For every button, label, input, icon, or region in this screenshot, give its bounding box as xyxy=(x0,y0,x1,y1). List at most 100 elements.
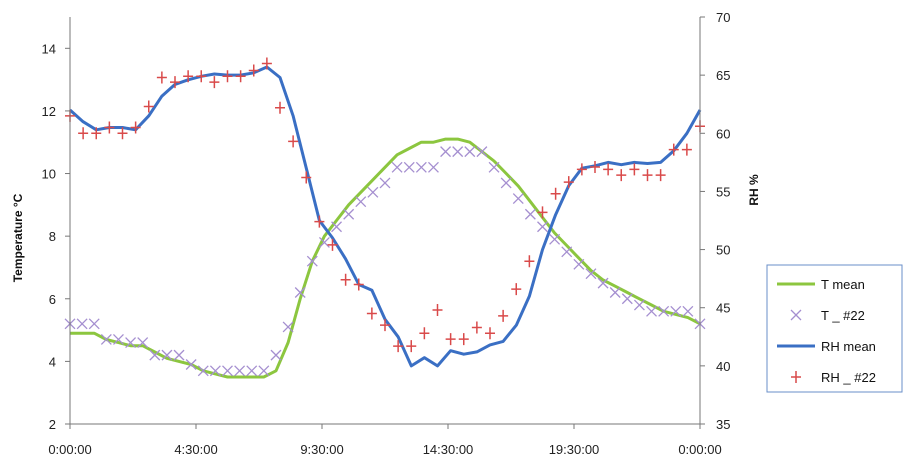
y-left-tick-label: 8 xyxy=(49,229,56,244)
x-marker xyxy=(209,365,221,377)
x-marker xyxy=(379,177,391,189)
x-marker xyxy=(512,193,524,205)
plus-marker xyxy=(445,333,456,346)
x-marker xyxy=(270,349,282,361)
x-marker xyxy=(682,305,694,317)
x-marker xyxy=(173,349,185,361)
series-rh-22 xyxy=(65,57,705,353)
plus-marker xyxy=(537,206,548,219)
plot-area xyxy=(64,57,706,379)
y-right-tick-label: 60 xyxy=(716,126,730,141)
axes xyxy=(69,17,701,425)
x-marker xyxy=(609,287,621,298)
x-marker xyxy=(343,208,355,220)
x-marker xyxy=(246,365,258,377)
plus-marker xyxy=(130,121,141,134)
x-marker xyxy=(318,236,330,248)
x-marker xyxy=(88,318,100,330)
plus-marker xyxy=(78,127,89,140)
plus-marker xyxy=(655,169,666,182)
x-marker xyxy=(185,359,197,370)
x-marker xyxy=(76,318,88,330)
plus-marker xyxy=(314,215,325,228)
x-marker xyxy=(415,161,427,173)
plus-marker xyxy=(235,70,246,83)
legend: T mean T _ #22 RH mean RH _ #22 xyxy=(766,264,903,393)
legend-item-rh-22: RH _ #22 xyxy=(791,370,876,385)
plus-marker xyxy=(288,135,299,148)
x-marker xyxy=(149,349,161,361)
x-marker xyxy=(258,365,270,377)
x-marker xyxy=(282,321,294,333)
legend-label: RH _ #22 xyxy=(821,370,876,385)
plus-marker xyxy=(432,304,443,317)
x-marker xyxy=(488,161,500,173)
plus-marker xyxy=(104,121,115,134)
x-marker xyxy=(294,287,306,298)
plus-marker xyxy=(275,101,285,114)
plus-marker xyxy=(170,76,180,89)
y-left-axis-title: Temperature °C xyxy=(11,193,25,282)
plus-marker xyxy=(590,161,600,174)
y-right-tick-label: 45 xyxy=(716,301,730,316)
x-marker xyxy=(597,277,609,289)
x-marker xyxy=(161,349,173,361)
plus-marker xyxy=(301,171,312,184)
x-marker xyxy=(355,196,367,208)
plus-marker xyxy=(471,321,482,334)
series-line xyxy=(70,137,701,379)
plus-marker xyxy=(419,327,430,340)
x-marker xyxy=(440,146,452,158)
plus-marker xyxy=(511,283,522,296)
y-right-axis-title: RH % xyxy=(747,174,761,206)
plus-marker xyxy=(117,127,128,140)
x-marker xyxy=(428,161,439,173)
y-left-tick-label: 4 xyxy=(49,354,56,369)
legend-item-t-mean: T mean xyxy=(777,277,865,292)
x-marker xyxy=(524,208,536,220)
legend-label: T mean xyxy=(821,277,865,292)
y-right-tick-label: 50 xyxy=(716,243,730,258)
y-left-tick-label: 12 xyxy=(42,104,56,119)
left-axis-ticks: 2 4 6 8 10 12 14 xyxy=(42,41,70,432)
legend-item-rh-mean: RH mean xyxy=(777,339,876,354)
plus-marker xyxy=(222,70,233,83)
right-axis-ticks: 35 40 45 50 55 60 65 70 xyxy=(700,10,730,432)
legend-item-t-22: T _ #22 xyxy=(790,308,865,323)
plus-marker xyxy=(681,143,692,156)
plus-marker xyxy=(629,163,640,176)
x-tick-label: 19:30:00 xyxy=(549,442,600,457)
plus-marker xyxy=(196,70,207,83)
x-marker xyxy=(125,337,137,349)
plus-marker xyxy=(616,169,627,182)
x-marker xyxy=(500,177,512,189)
plus-marker xyxy=(603,163,614,176)
plus-marker xyxy=(143,100,154,113)
x-marker xyxy=(331,221,342,233)
x-marker xyxy=(670,305,682,317)
series-t-mean xyxy=(70,137,701,379)
plus-marker xyxy=(393,340,404,353)
x-marker xyxy=(537,221,548,233)
plus-marker xyxy=(353,278,364,291)
y-left-tick-label: 6 xyxy=(49,292,56,307)
plus-marker xyxy=(340,273,351,286)
plus-marker xyxy=(209,76,220,89)
x-marker xyxy=(137,337,149,349)
plus-marker xyxy=(485,327,495,340)
legend-label: T _ #22 xyxy=(821,308,865,323)
plus-marker xyxy=(576,163,587,176)
plus-marker xyxy=(458,333,469,346)
x-tick-label: 4:30:00 xyxy=(174,442,217,457)
x-marker xyxy=(391,161,403,173)
plus-marker xyxy=(668,143,679,156)
plus-marker xyxy=(261,57,272,70)
y-left-tick-label: 14 xyxy=(42,41,56,56)
x-marker xyxy=(476,146,488,158)
x-marker xyxy=(549,233,561,245)
x-marker xyxy=(621,293,633,305)
x-marker xyxy=(197,365,209,377)
x-marker xyxy=(367,186,379,198)
x-marker xyxy=(561,246,573,258)
x-marker xyxy=(234,365,246,377)
